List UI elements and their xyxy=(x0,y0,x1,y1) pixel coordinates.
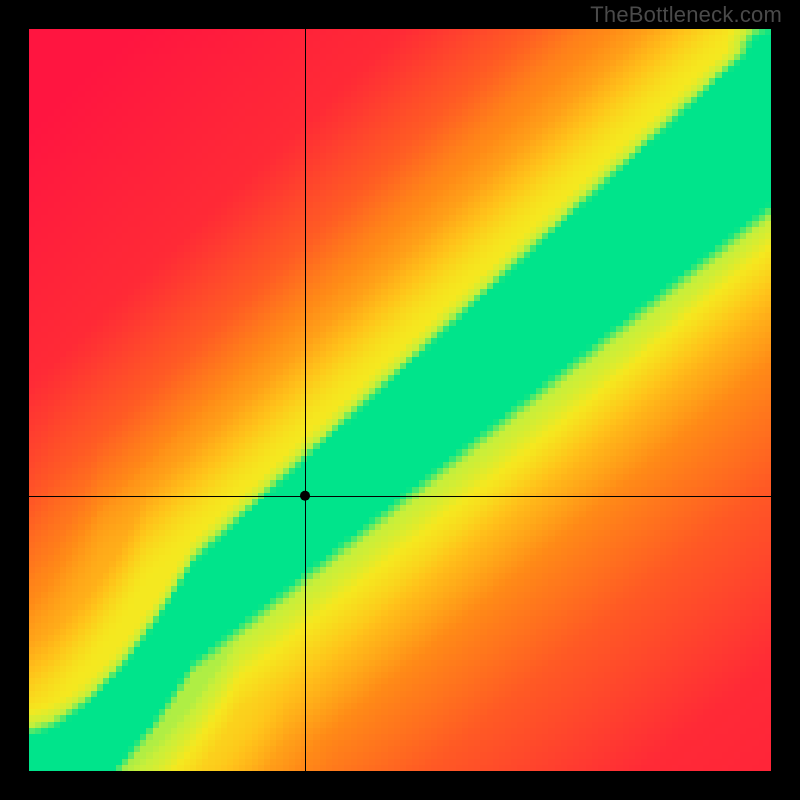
watermark-text: TheBottleneck.com xyxy=(590,2,782,28)
crosshair-overlay-canvas xyxy=(0,0,800,800)
